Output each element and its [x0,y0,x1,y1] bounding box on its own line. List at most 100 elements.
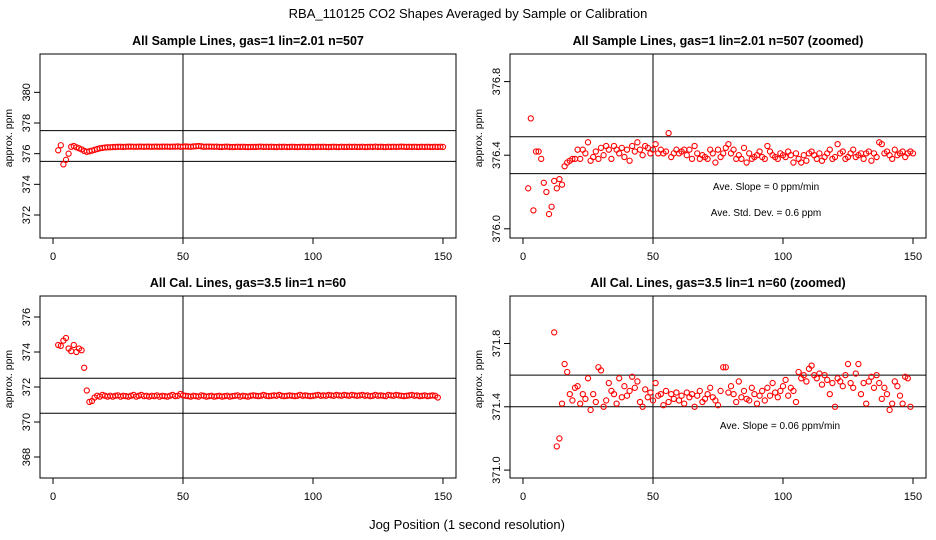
data-point [865,378,872,385]
y-tick-label: 371.8 [491,330,503,358]
data-point [738,155,745,163]
data-point [556,435,563,442]
data-point [764,384,771,391]
data-point [803,157,810,164]
data-point [644,394,651,401]
data-point [688,155,696,163]
x-tick-label: 0 [520,491,526,503]
y-tick-label: 370 [21,413,33,431]
data-point [618,394,625,401]
data-point [857,390,865,398]
data-point [608,155,615,163]
data-point [639,403,646,410]
data-point [686,146,693,153]
data-point [824,376,831,384]
data-point [616,375,623,382]
y-tick-label: 376 [21,144,33,162]
data-point [891,378,898,385]
data-point [577,400,584,407]
data-point [790,159,797,166]
data-point [662,387,670,395]
data-point [907,403,914,410]
data-point [629,373,636,380]
data-point [829,379,836,387]
data-point [587,406,594,414]
data-point [590,390,597,398]
data-point [642,386,649,393]
data-point [850,384,857,391]
data-point [712,159,719,166]
data-point [675,397,683,404]
y-axis-label: approx. ppm [3,350,15,409]
data-point [564,368,571,376]
data-point [863,400,870,407]
plot-frame [39,295,457,479]
data-point [610,390,618,398]
x-tick-label: 150 [434,251,452,263]
x-tick-label: 150 [904,491,922,503]
data-point [902,153,909,161]
data-point [636,398,644,406]
data-point [681,400,688,407]
data-point [652,141,659,148]
data-point [730,146,737,153]
data-point [595,155,602,163]
data-point [769,379,776,387]
data-point [733,155,740,163]
data-point [909,150,917,157]
data-point [701,395,709,403]
x-tick-label: 0 [50,491,56,503]
data-point [785,392,792,399]
data-point [662,148,670,155]
data-point [577,155,584,163]
data-point [818,381,826,388]
panel-title: All Sample Lines, gas=1 lin=2.01 n=507 (… [573,34,864,48]
data-point [657,146,664,153]
panel-1: All Sample Lines, gas=1 lin=2.01 n=507 0 5… [3,34,457,263]
data-point [613,400,620,407]
data-point [725,389,732,396]
data-point [626,387,633,395]
data-point [766,148,774,155]
data-point [844,360,852,368]
data-point [865,148,872,155]
data-point [831,403,839,410]
data-point [665,129,672,137]
data-point [439,143,447,151]
data-point [720,364,727,371]
y-tick-label: 372 [21,206,33,224]
y-tick-label: 376.0 [491,215,503,243]
data-point [821,371,828,379]
data-point [62,156,70,163]
data-point [527,115,534,122]
data-point [437,143,444,150]
data-point [811,152,818,159]
y-axis-label: approx. ppm [3,109,15,168]
data-point [634,139,641,146]
data-point [852,370,859,377]
data-point [774,394,781,401]
figure-x-label: Jog Position (1 second resolution) [369,517,565,532]
data-point [743,159,750,166]
data-point [746,397,753,404]
panel-title: All Sample Lines, gas=1 lin=2.01 n=507 [132,34,364,48]
data-point [813,155,820,163]
data-point [883,390,891,398]
data-point [707,384,714,391]
data-point [899,148,906,155]
data-point [623,392,631,399]
data-point [694,392,701,399]
data-point [636,146,644,153]
data-point [725,141,732,148]
y-tick-label: 378 [21,114,33,132]
x-tick-label: 50 [177,491,189,503]
data-point [735,378,742,385]
data-point [847,150,854,157]
y-tick-label: 376.4 [491,141,503,169]
data-point [647,389,654,396]
data-point [896,392,904,399]
data-point [535,148,542,155]
data-point [603,397,610,404]
data-point [649,397,657,404]
data-point [798,159,805,166]
